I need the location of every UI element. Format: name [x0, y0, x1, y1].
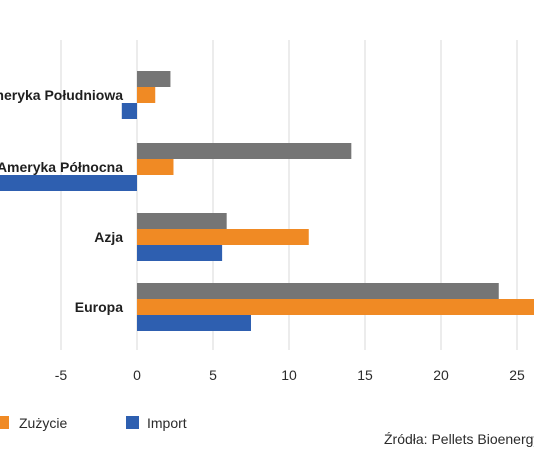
bar: [137, 143, 352, 159]
legend-swatch-import: [126, 416, 139, 429]
bar: [121, 103, 137, 119]
bar: [137, 283, 499, 299]
legend: Zużycie Import: [0, 415, 187, 431]
x-tick-label: 15: [357, 367, 373, 383]
bar: [137, 71, 171, 87]
x-tick-label: 5: [209, 367, 217, 383]
x-tick-label: 25: [509, 367, 525, 383]
x-tick-label: 10: [281, 367, 297, 383]
bar: [137, 245, 223, 261]
bar: [137, 159, 174, 175]
category-label: Ameryka Północna: [0, 159, 123, 175]
legend-swatch-zuzycie: [0, 416, 9, 429]
legend-label-zuzycie: Zużycie: [19, 415, 67, 431]
bar: [137, 299, 534, 315]
bars: [0, 71, 534, 331]
bar: [137, 229, 309, 245]
bar: [0, 175, 137, 191]
x-tick-label: 20: [433, 367, 449, 383]
category-label: Ameryka Południowa: [0, 87, 123, 103]
source-note: Źródła: Pellets Bioenergy: [384, 431, 534, 447]
bar: [137, 213, 227, 229]
category-label: Europa: [75, 299, 123, 315]
bar: [137, 315, 251, 331]
legend-label-import: Import: [147, 415, 187, 431]
category-label: Azja: [94, 229, 123, 245]
axis-labels: -5 0 5 10 15 20 25 Ameryka Południowa Ameryka Pó…: [0, 87, 525, 383]
x-tick-label: 0: [133, 367, 141, 383]
bar: [137, 87, 156, 103]
x-tick-label: -5: [55, 367, 68, 383]
